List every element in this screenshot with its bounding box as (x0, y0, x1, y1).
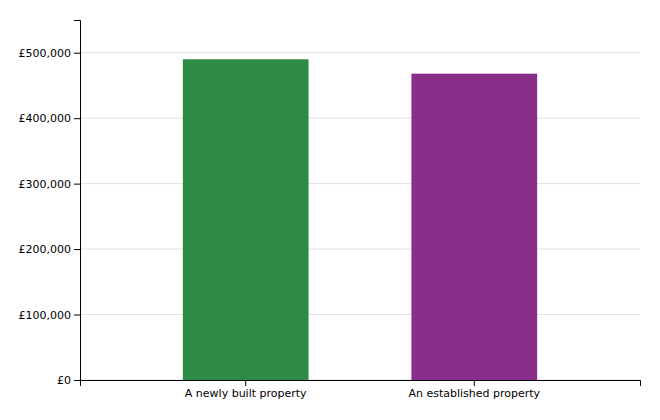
bar (183, 59, 309, 380)
y-tick-label: £500,000 (19, 47, 72, 60)
x-axis: A newly built property An established pro… (81, 380, 641, 400)
y-tick-mark (74, 315, 80, 316)
x-tick: An established property (408, 380, 540, 400)
grid-line (80, 249, 640, 250)
grid-line (80, 314, 640, 315)
grid-line (80, 118, 640, 119)
y-axis-line (74, 21, 81, 381)
x-tick: A newly built property (185, 380, 307, 400)
y-tick-label: £100,000 (19, 309, 72, 322)
chart-svg: £0 £100,000 £200,000 £300,000 £400,000 £500,0… (0, 0, 660, 420)
y-tick-mark (74, 53, 80, 54)
y-tick: £100,000 (19, 309, 81, 322)
x-tick-label: An established property (408, 387, 540, 400)
x-tick-mark (245, 380, 246, 386)
y-tick-label: £400,000 (19, 112, 72, 125)
y-tick: £0 (57, 374, 80, 387)
y-tick: £200,000 (19, 243, 81, 256)
x-tick-mark (474, 380, 475, 386)
bar (411, 74, 537, 380)
plot: £0 £100,000 £200,000 £300,000 £400,000 £500,0… (19, 21, 641, 400)
bars (183, 59, 537, 380)
y-tick-mark (74, 118, 80, 119)
y-tick: £300,000 (19, 178, 81, 191)
y-tick-label: £300,000 (19, 178, 72, 191)
y-axis: £0 £100,000 £200,000 £300,000 £400,000 £500,0… (19, 21, 81, 388)
grid (80, 53, 640, 380)
y-tick-label: £200,000 (19, 243, 72, 256)
y-tick-label: £0 (57, 374, 71, 387)
y-tick-mark (74, 184, 80, 185)
y-tick-mark (74, 380, 80, 381)
x-tick-label: A newly built property (185, 387, 307, 400)
y-tick: £400,000 (19, 112, 81, 125)
y-tick: £500,000 (19, 47, 81, 60)
grid-line (80, 52, 640, 53)
grid-line (80, 183, 640, 184)
x-axis-line (81, 381, 641, 387)
y-tick-mark (74, 249, 80, 250)
